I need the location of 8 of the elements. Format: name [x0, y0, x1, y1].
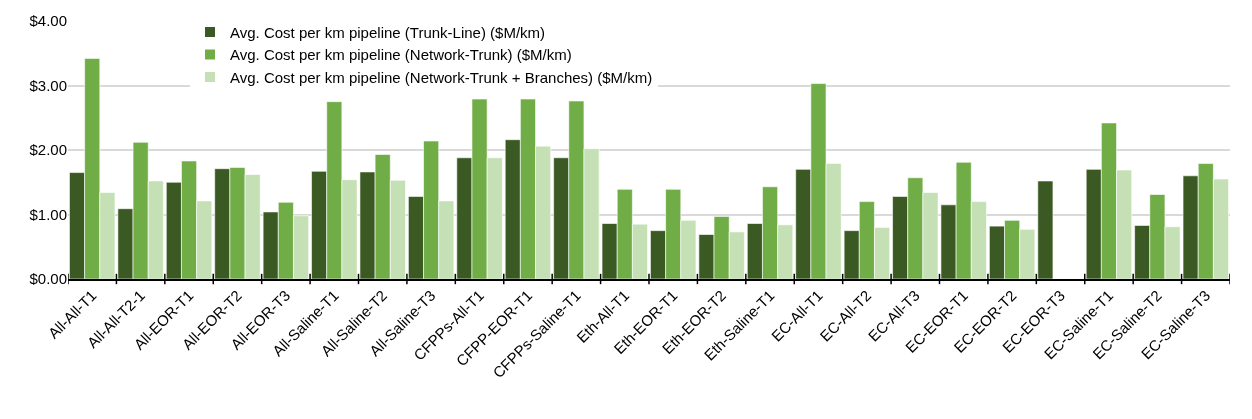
legend-label: Avg. Cost per km pipeline (Network-Trunk + Branches) ($M/km)	[230, 68, 653, 86]
y-tick-label: $1.00	[29, 205, 67, 223]
y-tick-label: $0.00	[29, 270, 67, 288]
y-tick-label: $2.00	[29, 141, 67, 159]
y-tick-label: $4.00	[29, 12, 67, 30]
y-tick-label: $3.00	[29, 76, 67, 94]
legend-label: Avg. Cost per km pipeline (Network-Trunk) ($M/km)	[230, 46, 572, 64]
legend-label: Avg. Cost per km pipeline (Trunk-Line) ($M/km)	[230, 23, 546, 41]
